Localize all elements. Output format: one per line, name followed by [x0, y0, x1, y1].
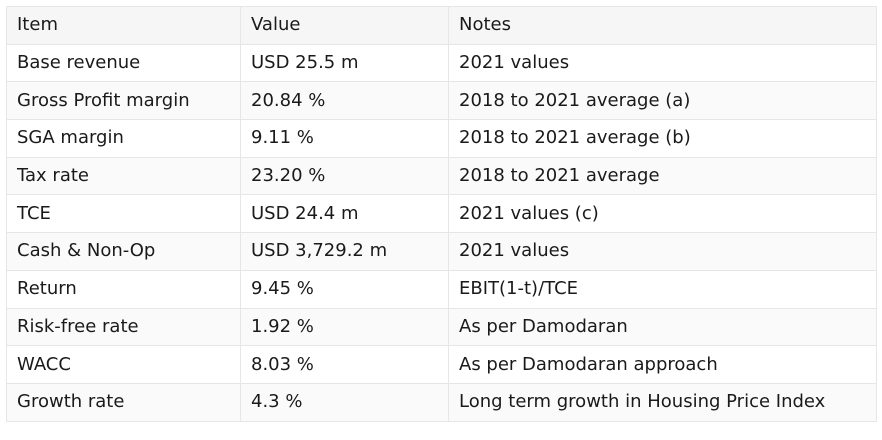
cell-value: 1.92 %	[240, 307, 449, 347]
cell-value: USD 3,729.2 m	[240, 232, 449, 271]
header-notes: Notes	[448, 6, 877, 45]
cell-value: USD 24.4 m	[240, 194, 449, 234]
cell-item: Growth rate	[6, 382, 241, 422]
table-row: TCE USD 24.4 m 2021 values (c)	[6, 194, 877, 234]
cell-notes: 2021 values	[448, 232, 877, 271]
cell-notes: 2018 to 2021 average (a)	[448, 81, 877, 121]
cell-notes: 2018 to 2021 average (b)	[448, 119, 877, 158]
cell-notes: 2021 values	[448, 43, 877, 83]
cell-notes: 2021 values (c)	[448, 194, 877, 234]
table-row: Return 9.45 % EBIT(1-t)/TCE	[6, 269, 877, 309]
cell-item: Cash & Non-Op	[6, 232, 241, 271]
cell-item: Risk-free rate	[6, 307, 241, 347]
cell-value: 23.20 %	[240, 156, 449, 196]
table-row: Base revenue USD 25.5 m 2021 values	[6, 43, 877, 83]
table-row: WACC 8.03 % As per Damodaran approach	[6, 345, 877, 384]
header-row: Item Value Notes	[6, 6, 877, 45]
header-item: Item	[6, 6, 241, 45]
cell-notes: EBIT(1-t)/TCE	[448, 269, 877, 309]
table-row: Risk-free rate 1.92 % As per Damodaran	[6, 307, 877, 347]
cell-value: 9.11 %	[240, 119, 449, 158]
cell-item: Gross Profit margin	[6, 81, 241, 121]
header-value: Value	[240, 6, 449, 45]
cell-item: Tax rate	[6, 156, 241, 196]
cell-item: TCE	[6, 194, 241, 234]
cell-notes: Long term growth in Housing Price Index	[448, 382, 877, 422]
valuation-assumptions-table: Item Value Notes Base revenue USD 25.5 m…	[6, 6, 877, 422]
cell-item: SGA margin	[6, 119, 241, 158]
cell-value: 4.3 %	[240, 382, 449, 422]
table-header: Item Value Notes	[6, 6, 877, 45]
table-body: Base revenue USD 25.5 m 2021 values Gros…	[6, 43, 877, 422]
table-row: Tax rate 23.20 % 2018 to 2021 average	[6, 156, 877, 196]
table-row: Cash & Non-Op USD 3,729.2 m 2021 values	[6, 232, 877, 271]
cell-value: 20.84 %	[240, 81, 449, 121]
table-row: Gross Profit margin 20.84 % 2018 to 2021…	[6, 81, 877, 121]
cell-value: 9.45 %	[240, 269, 449, 309]
cell-notes: As per Damodaran	[448, 307, 877, 347]
cell-item: Base revenue	[6, 43, 241, 83]
table-row: SGA margin 9.11 % 2018 to 2021 average (…	[6, 119, 877, 158]
cell-notes: As per Damodaran approach	[448, 345, 877, 384]
cell-item: Return	[6, 269, 241, 309]
cell-value: USD 25.5 m	[240, 43, 449, 83]
cell-value: 8.03 %	[240, 345, 449, 384]
table-row: Growth rate 4.3 % Long term growth in Ho…	[6, 382, 877, 422]
cell-item: WACC	[6, 345, 241, 384]
cell-notes: 2018 to 2021 average	[448, 156, 877, 196]
